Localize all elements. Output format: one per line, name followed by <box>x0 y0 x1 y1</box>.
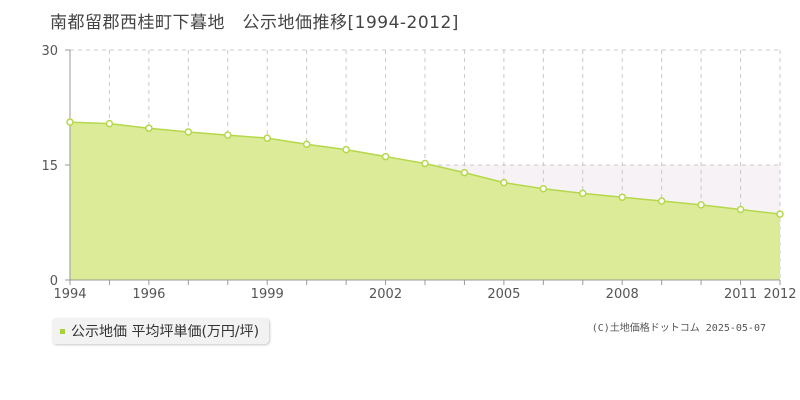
x-tick-label: 2002 <box>369 287 402 300</box>
data-points <box>66 118 784 218</box>
data-point <box>302 140 311 149</box>
y-tick-label: 0 <box>50 274 58 289</box>
data-point <box>66 118 74 126</box>
x-tick-label: 2011 <box>724 287 757 300</box>
data-point <box>776 210 784 218</box>
x-tick-label: 1996 <box>132 287 165 300</box>
x-tick-label: 2012 <box>763 287 796 300</box>
data-point <box>224 131 232 139</box>
data-point <box>263 134 271 142</box>
tick-labels: 0 15 30 1994 1996 1999 2002 2005 2008 2011 2012 <box>41 44 796 300</box>
data-point <box>657 197 666 205</box>
x-tick-label: 1999 <box>251 287 284 300</box>
data-point <box>342 145 350 154</box>
x-tick-label: 2008 <box>606 287 639 300</box>
axes <box>65 49 781 285</box>
x-tick-label: 1994 <box>53 287 86 300</box>
area-chart: 0 15 30 1994 1996 1999 2002 2005 2008 2011 2012 <box>41 44 796 300</box>
legend: 公示地価 平均坪単価(万円/坪) <box>52 318 270 344</box>
x-tick-label: 2005 <box>487 287 520 300</box>
credit-text: (C)土地価格ドットコム 2025-05-07 <box>591 323 766 334</box>
data-point <box>579 189 587 198</box>
y-tick-label: 15 <box>41 159 58 174</box>
area-fill <box>70 122 780 280</box>
data-point <box>105 119 114 128</box>
legend-label: 公示地価 平均坪単価(万円/坪) <box>71 324 260 340</box>
data-point <box>381 152 390 161</box>
data-point <box>421 159 429 168</box>
legend-swatch <box>60 328 65 334</box>
data-point <box>697 201 705 209</box>
data-point <box>145 124 153 132</box>
data-point <box>460 168 469 177</box>
data-point <box>539 185 548 193</box>
y-tick-label: 30 <box>41 44 58 59</box>
data-point <box>184 128 193 136</box>
chart-title: 南都留郡西桂町下暮地 公示地価推移[1994-2012] <box>50 13 459 33</box>
data-point <box>736 205 745 214</box>
data-point <box>618 193 626 201</box>
data-point <box>500 178 508 187</box>
